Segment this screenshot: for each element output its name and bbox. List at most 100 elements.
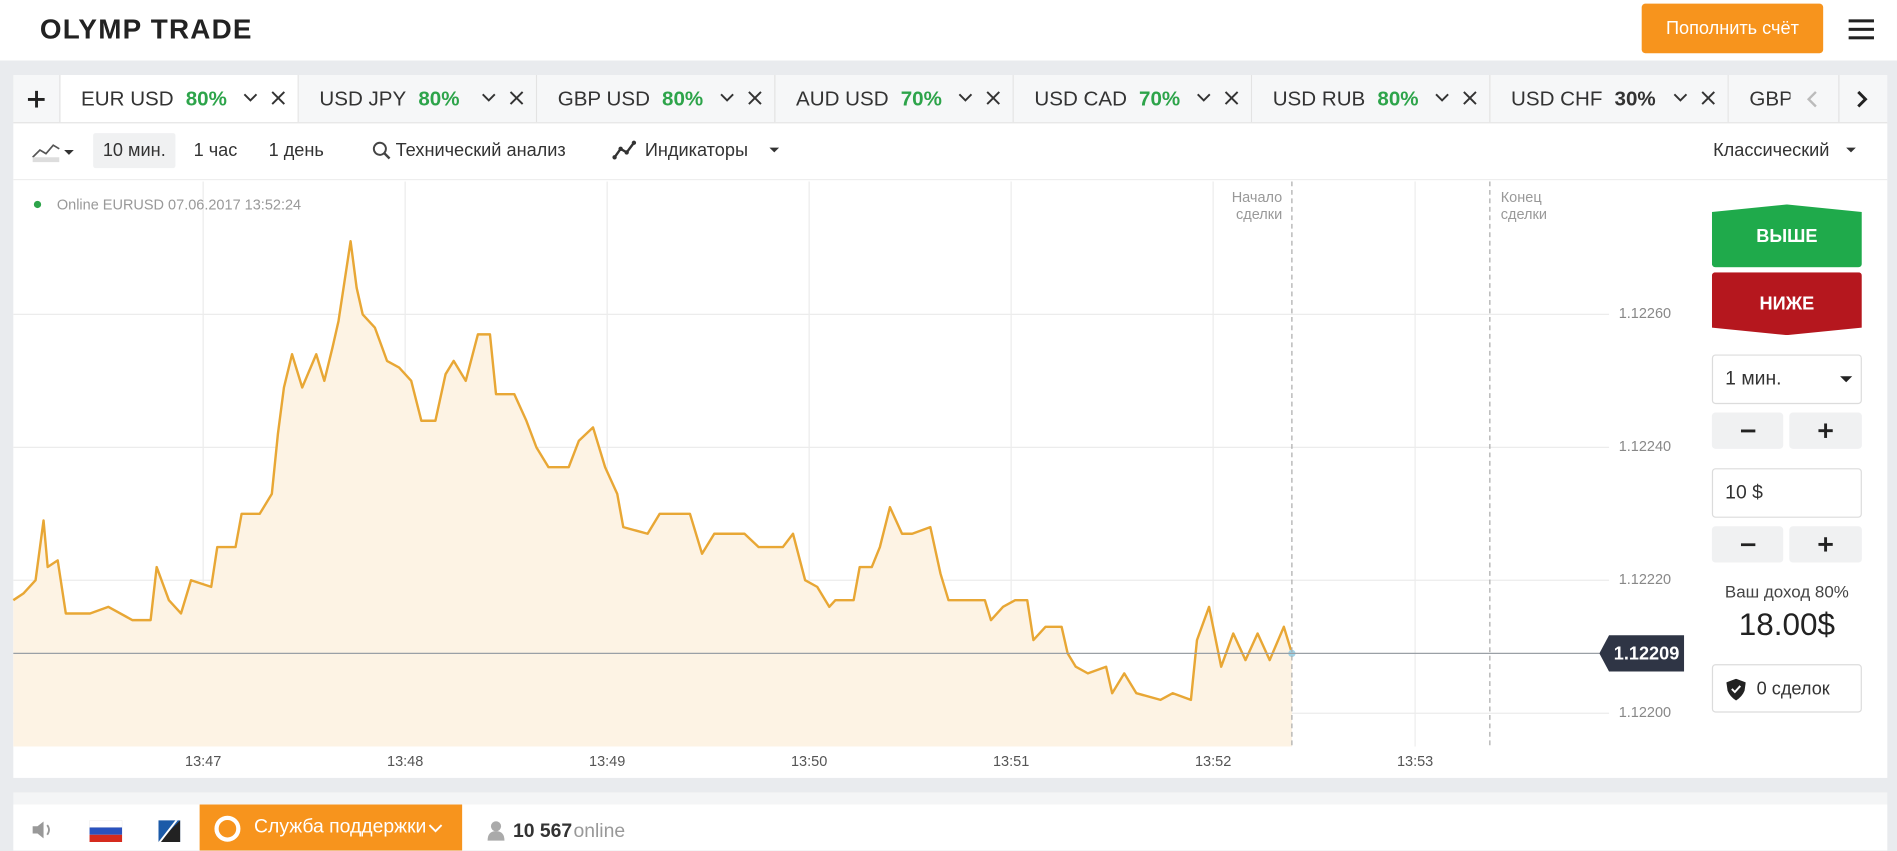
chart-type-icon[interactable]	[31, 139, 77, 163]
asset-tab[interactable]: USD CAD 70%	[1013, 75, 1253, 123]
support-icon	[214, 815, 241, 842]
timeframe[interactable]: 1 час	[193, 140, 238, 161]
payout-amount: 18.00$	[1738, 606, 1835, 643]
tabs: EUR USD 80% USD JPY 80% GBP USD 80% AUD USD 70%…	[60, 75, 1791, 123]
tab-chevron[interactable]	[242, 90, 259, 107]
tab-scroll[interactable]	[1791, 75, 1888, 123]
plus-icon	[1818, 423, 1833, 438]
asset-tab[interactable]: GBP USD 80%	[537, 75, 776, 123]
current-price-box	[1599, 635, 1685, 672]
online-label: online	[573, 821, 626, 843]
increase-amount[interactable]	[1789, 526, 1862, 563]
tab-close[interactable]	[1463, 91, 1478, 106]
asset-name: USD RUB	[1272, 86, 1366, 110]
amount: 10 $	[1725, 482, 1763, 504]
decrease-amount[interactable]	[1711, 526, 1784, 563]
asset-name: EUR USD	[81, 86, 174, 110]
timeframe[interactable]: 10 мин.	[93, 133, 176, 169]
minus-icon	[1740, 542, 1755, 546]
caret	[1840, 376, 1853, 383]
online-count: 10 567	[512, 821, 573, 843]
asset-payout: 80%	[662, 86, 704, 110]
asset-tab[interactable]: AUD USD 70%	[775, 75, 1014, 123]
asset-name: USD JPY	[319, 86, 407, 110]
tab-chevron[interactable]	[1434, 90, 1451, 107]
duration-select[interactable]: 1 мин.	[1711, 354, 1862, 405]
language-flag[interactable]	[89, 820, 123, 843]
asset-tab[interactable]: EUR USD 80%	[60, 75, 299, 123]
price-line	[12, 240, 1294, 702]
deal-marker-label: сделки	[1236, 207, 1282, 223]
x-tick-label: 13:48	[387, 754, 423, 770]
asset-tab[interactable]: USD JPY 80%	[298, 75, 538, 123]
asset-tab[interactable]: USD CHF 30%	[1490, 75, 1729, 123]
tab-close[interactable]	[271, 91, 286, 106]
add-tab[interactable]	[13, 75, 61, 123]
footer-strip	[13, 792, 1888, 805]
tab-close[interactable]	[1224, 91, 1239, 106]
asset-payout: 70%	[900, 86, 942, 110]
y-tick-label: 1.12220	[1619, 572, 1671, 588]
decrease-duration[interactable]	[1711, 412, 1784, 449]
chart-style[interactable]: Классический	[1713, 140, 1830, 161]
support-button[interactable]: Служба поддержки	[199, 804, 463, 851]
asset-payout: 80%	[1377, 86, 1419, 110]
asset-name: USD CAD	[1034, 86, 1127, 110]
asset-payout: 80%	[418, 86, 460, 110]
plus-icon	[1818, 537, 1833, 552]
tab-chevron[interactable]	[480, 90, 497, 107]
down-button[interactable]: НИЖЕ	[1711, 272, 1862, 336]
x-tick-label: 13:53	[1397, 754, 1433, 770]
tab-chevron[interactable]	[1672, 90, 1689, 107]
logo[interactable]: OLYMP TRADE	[39, 13, 253, 45]
x-tick-label: 13:52	[1195, 754, 1231, 770]
header: OLYMP TRADE Пополнить счёт	[0, 0, 1897, 61]
sound-icon[interactable]	[30, 819, 57, 841]
x-tick-label: 13:51	[993, 754, 1029, 770]
increase-duration[interactable]	[1789, 412, 1862, 449]
x-tick-label: 13:49	[589, 754, 625, 770]
tab-close[interactable]	[748, 91, 763, 106]
caret	[1846, 147, 1856, 153]
tab-chevron[interactable]	[957, 90, 974, 107]
asset-name: AUD USD	[796, 86, 889, 110]
asset-tab[interactable]: GBP	[1728, 75, 1791, 123]
deals: 0 сделок	[1756, 678, 1830, 700]
income-label: Ваш доход 80%	[1724, 581, 1849, 602]
up-button[interactable]: ВЫШЕ	[1711, 204, 1862, 268]
x-tick-label: 13:47	[185, 754, 221, 770]
user-icon	[487, 821, 505, 841]
menu-icon[interactable]	[1848, 18, 1876, 40]
plus-icon	[27, 90, 45, 108]
indicators[interactable]: Индикаторы	[644, 140, 748, 161]
y-tick-label: 1.12240	[1619, 439, 1671, 455]
tab-close[interactable]	[986, 91, 1001, 106]
asset-tab[interactable]: USD RUB 80%	[1252, 75, 1491, 123]
tab-close[interactable]	[1701, 91, 1716, 106]
deal-marker-label: сделки	[1501, 207, 1547, 223]
tab-chevron[interactable]	[719, 90, 736, 107]
toolbar	[13, 123, 1888, 181]
deal-marker-label: Начало	[1232, 190, 1283, 206]
asset-payout: 80%	[185, 86, 227, 110]
online-dot	[33, 200, 42, 209]
timeframe[interactable]: 1 день	[268, 140, 324, 161]
deposit-button[interactable]: Пополнить счёт	[1641, 3, 1824, 54]
tab-chevron[interactable]	[1195, 90, 1212, 107]
deal-marker-label: Конец	[1501, 190, 1542, 206]
chevron	[428, 824, 443, 833]
technical-analysis[interactable]: Технический анализ	[395, 140, 566, 161]
chart-status: Online EURUSD 07.06.2017 13:52:24	[57, 197, 301, 213]
asset-name: GBP	[1749, 86, 1791, 110]
amount-input[interactable]: 10 $	[1711, 468, 1862, 518]
asset-name: USD CHF	[1511, 86, 1603, 110]
asset-payout: 30%	[1614, 86, 1656, 110]
deals-button[interactable]: 0 сделок	[1711, 664, 1862, 713]
asset-name: GBP USD	[557, 86, 650, 110]
tab-close[interactable]	[509, 91, 524, 106]
theme-icon[interactable]	[158, 820, 181, 843]
minus-icon	[1740, 428, 1755, 432]
asset-payout: 70%	[1139, 86, 1181, 110]
